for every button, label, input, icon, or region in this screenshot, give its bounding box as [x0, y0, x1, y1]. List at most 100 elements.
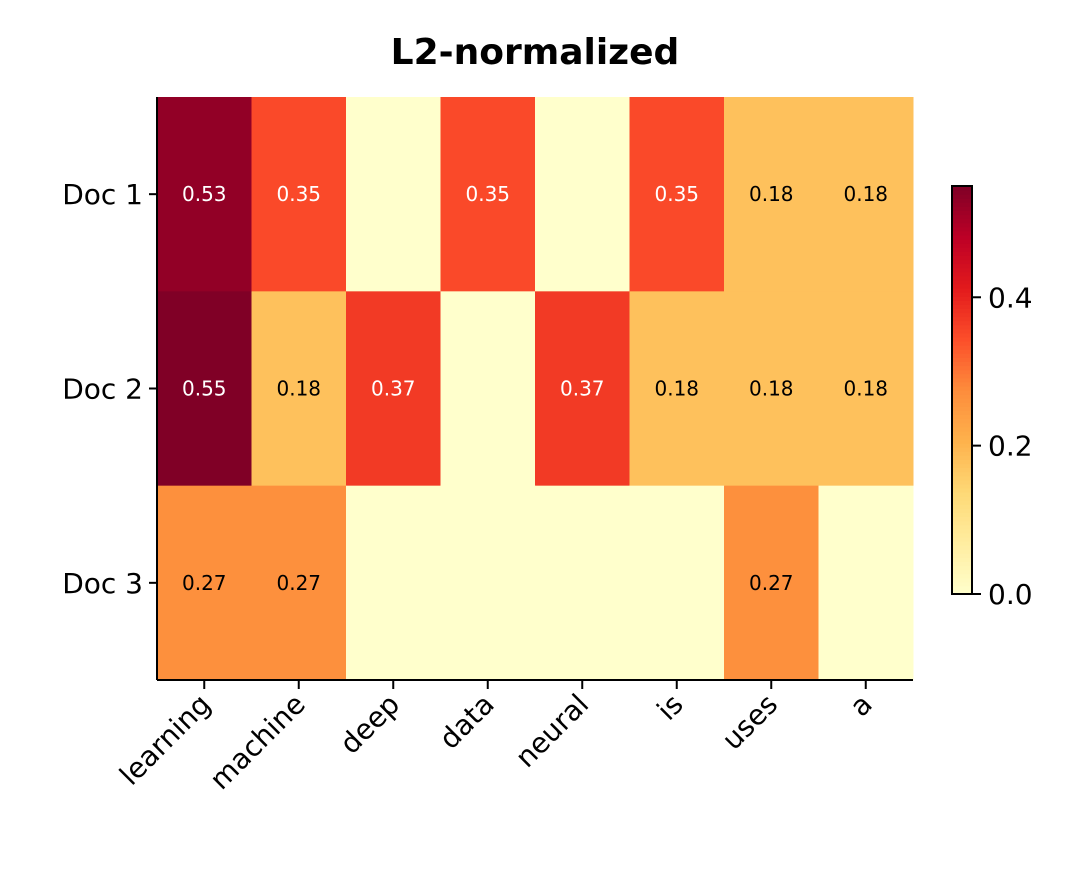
colorbar-segment	[952, 194, 972, 199]
colorbar-segment	[952, 504, 972, 509]
colorbar-segment	[952, 528, 972, 534]
x-tick-label: is	[651, 688, 690, 727]
heatmap-cell	[440, 97, 536, 292]
colorbar-segment	[952, 479, 972, 485]
colorbar-segment	[952, 581, 972, 587]
colorbar-segment	[952, 328, 972, 334]
cell-annotation: 0.18	[749, 377, 794, 401]
y-tick-label: Doc 3	[62, 567, 143, 600]
cell-annotation: 0.35	[465, 182, 510, 206]
colorbar-segment	[952, 365, 972, 371]
heatmap-cell	[251, 97, 347, 292]
x-tick-label: uses	[715, 688, 784, 757]
colorbar-segment	[952, 226, 972, 232]
heatmap-cell	[251, 291, 347, 487]
colorbar-segment	[952, 589, 972, 595]
colorbar-segment	[952, 300, 972, 305]
heatmap-cell	[724, 291, 819, 487]
cell-annotation: 0.18	[843, 182, 888, 206]
colorbar-segment	[952, 353, 972, 358]
colorbar-segment	[952, 394, 972, 399]
cell-annotation: 0.27	[749, 571, 794, 595]
colorbar-segment	[952, 585, 972, 591]
colorbar-segment	[952, 414, 972, 420]
cell-annotation: 0.55	[182, 377, 227, 401]
colorbar-segment	[952, 398, 972, 403]
colorbar-segment	[952, 475, 972, 481]
colorbar-segment	[952, 320, 972, 326]
colorbar-segment	[952, 341, 972, 346]
colorbar-segment	[952, 222, 972, 228]
colorbar-segment	[952, 540, 972, 546]
colorbar-segment	[952, 198, 972, 203]
colorbar-segment	[952, 275, 972, 281]
y-tick-label: Doc 1	[62, 178, 143, 211]
colorbar-segment	[952, 259, 972, 265]
x-tick-label: machine	[203, 688, 311, 796]
x-tick-label: neural	[509, 688, 595, 774]
colorbar-segment	[952, 418, 972, 424]
colorbar-segment	[952, 410, 972, 416]
colorbar-segment	[952, 357, 972, 363]
colorbar-segment	[952, 496, 972, 501]
colorbar-segment	[952, 239, 972, 244]
colorbar-segment	[952, 206, 972, 212]
colorbar-segment	[952, 561, 972, 567]
colorbar-segment	[952, 190, 972, 195]
colorbar-segment	[952, 549, 972, 554]
colorbar-segment	[952, 471, 972, 477]
heatmap-cell	[724, 97, 819, 292]
colorbar-segment	[952, 438, 972, 444]
heatmap-cell	[346, 291, 441, 487]
colorbar-segment	[952, 312, 972, 318]
cell-annotation: 0.35	[276, 182, 321, 206]
colorbar-segment	[952, 569, 972, 575]
colorbar-segment	[952, 557, 972, 562]
colorbar-segment	[952, 532, 972, 538]
colorbar-segment	[952, 373, 972, 379]
colorbar-segment	[952, 377, 972, 383]
colorbar-segment	[952, 524, 972, 530]
colorbar-segment	[952, 369, 972, 375]
colorbar-segment	[952, 402, 972, 407]
colorbar-segment	[952, 487, 972, 493]
colorbar-segment	[952, 406, 972, 411]
colorbar-segment	[952, 267, 972, 273]
colorbar-segment	[952, 214, 972, 220]
colorbar-segment	[952, 279, 972, 285]
colorbar-segment	[952, 422, 972, 428]
colorbar-segment	[952, 545, 972, 550]
heatmap-cell	[157, 291, 252, 487]
x-tick-label: data	[433, 688, 501, 756]
colorbar-segment	[952, 304, 972, 309]
cell-annotation: 0.27	[276, 571, 321, 595]
cell-annotation: 0.37	[560, 377, 605, 401]
colorbar-segment	[952, 255, 972, 261]
colorbar-segment	[952, 345, 972, 350]
colorbar-segment	[952, 455, 972, 460]
colorbar-segment	[952, 463, 972, 469]
colorbar-segment	[952, 426, 972, 432]
colorbar-segment	[952, 271, 972, 277]
x-tick-label: deep	[333, 688, 406, 761]
colorbar-segment	[952, 500, 972, 505]
heatmap-cell	[535, 291, 630, 487]
colorbar-segment	[952, 381, 972, 387]
colorbar-tick-label: 0.2	[988, 430, 1033, 463]
heatmap-cell	[535, 97, 630, 292]
colorbar-segment	[952, 349, 972, 354]
heatmap-cell	[724, 485, 819, 681]
heatmap-cell	[629, 291, 725, 487]
colorbar-segment	[952, 332, 972, 338]
y-tick-label: Doc 2	[62, 373, 143, 406]
heatmap-cell	[440, 485, 536, 681]
cell-annotation: 0.18	[749, 182, 794, 206]
colorbar-segment	[952, 202, 972, 207]
heatmap-cell	[157, 485, 252, 681]
colorbar-segment	[952, 451, 972, 456]
heatmap-cell	[346, 485, 441, 681]
colorbar-segment	[952, 234, 972, 240]
colorbar-tick-label: 0.4	[988, 281, 1033, 314]
colorbar-segment	[952, 308, 972, 314]
